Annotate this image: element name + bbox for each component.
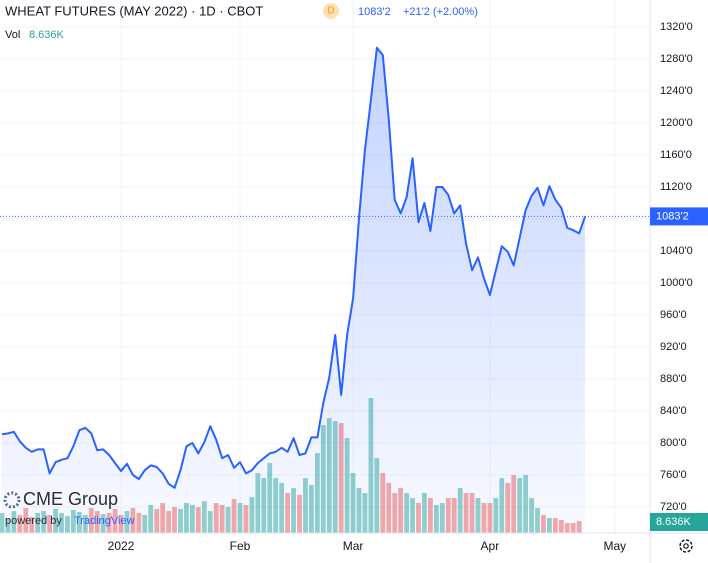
badge-bg [323,3,339,19]
x-tick-label: May [604,539,627,553]
y-tick-label: 800'0 [660,437,687,449]
price-layer [1,46,587,534]
last-volume-label: 8.636K [656,516,692,528]
price-line [1,46,587,489]
last-volume-box [650,513,708,531]
y-tick-label: 960'0 [660,309,687,321]
grid [0,0,650,533]
x-tick-label: 2022 [108,539,135,553]
y-tick-label: 1240'0 [660,85,693,97]
y-tick-label: 840'0 [660,405,687,417]
y-tick-label: 1200'0 [660,117,693,129]
x-tick-label: Mar [343,539,364,553]
powered-by: powered by [5,515,62,527]
symbol-title: WHEAT FUTURES (MAY 2022) · 1D · CBOT [5,3,263,18]
labels: 1083'2 8.636K [0,207,708,531]
last-price: 1083'2 [358,6,391,18]
y-tick-label: 1160'0 [660,149,692,161]
y-tick-label: 760'0 [660,469,687,481]
badge: D [327,6,334,17]
y-tick-label: 880'0 [660,373,687,385]
y-tick-label: 720'0 [660,501,687,513]
x-tick-label: Apr [481,539,500,553]
price-change: +21'2 (+2.00%) [403,6,478,18]
volume-value: 8.636K [29,29,65,41]
y-tick-label: 1320'0 [660,21,693,33]
settings-button[interactable] [679,539,693,553]
y-tick-label: 1000'0 [660,277,693,289]
y-tick-label: 1040'0 [660,245,693,257]
settings-hub [683,543,689,549]
logo-text: CME Group [23,489,118,509]
x-tick-label: Feb [230,539,251,553]
vendor: TradingView [74,515,135,527]
y-tick-label: 920'0 [660,341,687,353]
volume-legend: Vol [5,29,20,41]
y-tick-label: 1280'0 [660,53,693,65]
last-price-label: 1083'2 [656,210,689,222]
logo-icon [3,491,21,509]
last-price-box [650,207,708,226]
price-area [2,47,586,534]
y-tick-label: 1120'0 [660,181,692,193]
